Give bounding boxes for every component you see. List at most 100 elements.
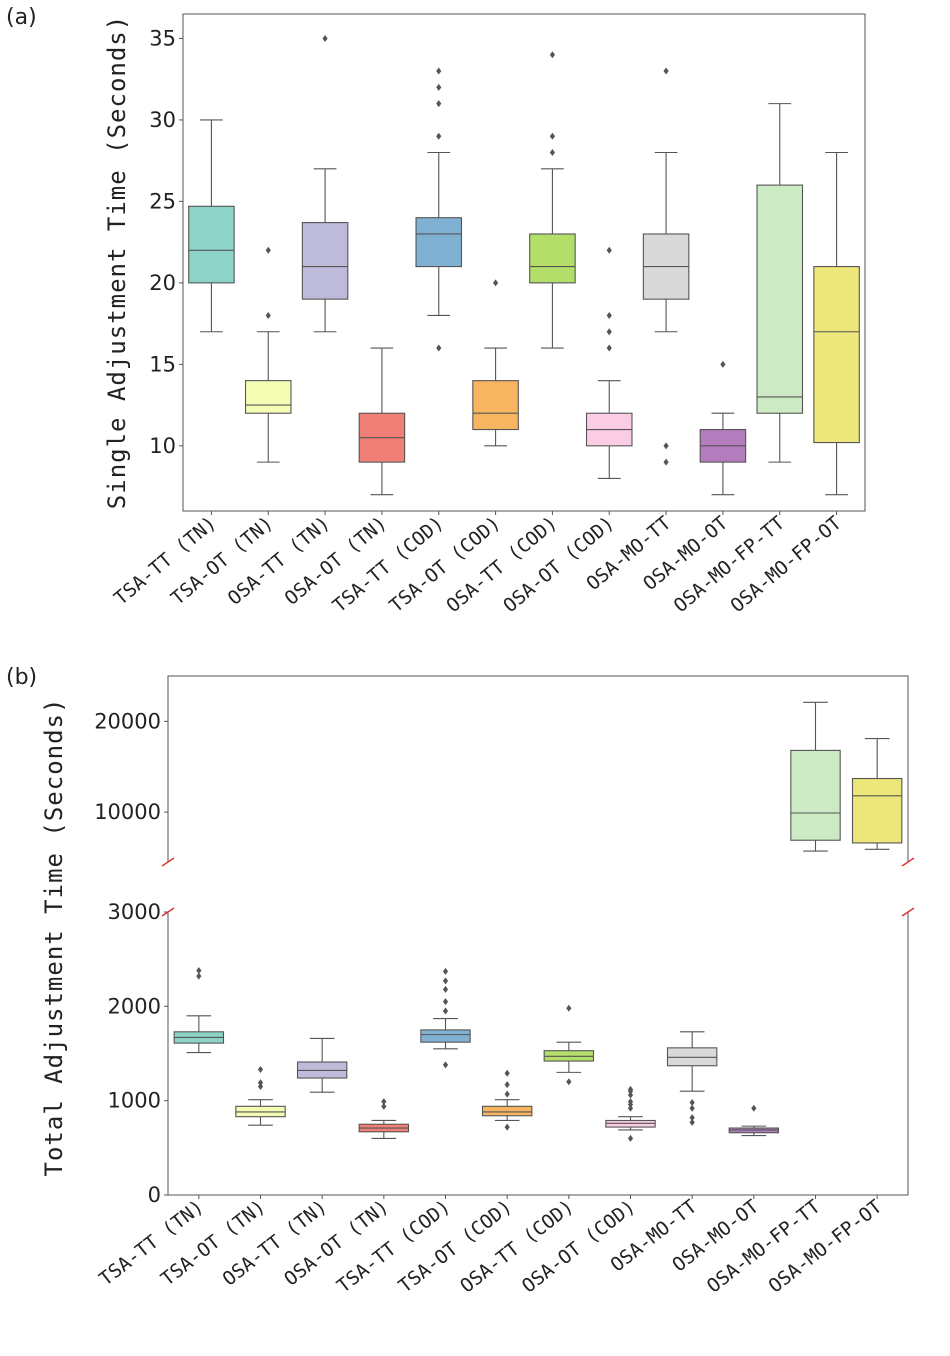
- outlier-point: [257, 1066, 264, 1074]
- box-11: [790, 701, 841, 852]
- outlier-point: [606, 344, 612, 352]
- outlier-point: [689, 1114, 695, 1122]
- box-1: [188, 119, 235, 333]
- outlier-point: [196, 966, 202, 974]
- x-tick-label: OSA-MO-FP-OT: [765, 1196, 887, 1298]
- box-10: [728, 1104, 780, 1137]
- outlier-point: [381, 1102, 387, 1110]
- outlier-point: [549, 51, 556, 59]
- plot-frame-b-lower: [167, 912, 909, 1196]
- y-tick-label: 10: [149, 434, 176, 458]
- y-tick-label: 20: [149, 271, 176, 295]
- box-10: [699, 360, 747, 496]
- panel-label-b: (b): [6, 665, 37, 690]
- y-tick-label: 25: [149, 189, 176, 213]
- outlier-point: [627, 1098, 634, 1106]
- outlier-point: [492, 279, 499, 287]
- outlier-point: [442, 998, 449, 1006]
- outlier-point: [663, 458, 669, 466]
- outlier-point: [504, 1081, 510, 1089]
- outlier-point: [689, 1099, 695, 1107]
- axis-break-mark: [901, 907, 915, 917]
- axis-break-mark: [901, 857, 915, 867]
- outlier-point: [442, 977, 449, 985]
- plot-frame-a: [182, 13, 866, 512]
- box-iqr: [813, 266, 860, 444]
- box-4: [358, 1098, 410, 1139]
- outlier-point: [689, 1118, 695, 1126]
- x-tick-label: TSA-OT (TN): [157, 1196, 270, 1291]
- y-tick-label: 10000: [94, 800, 161, 824]
- outlier-point: [689, 1104, 695, 1112]
- y-tick-label: 30: [149, 108, 176, 132]
- x-ticks-b: TSA-TT (TN)TSA-OT (TN)OSA-TT (TN)OSA-OT …: [95, 1195, 886, 1297]
- box-4: [358, 347, 406, 496]
- box-3: [296, 1037, 348, 1093]
- x-tick-label: TSA-TT (TN): [95, 1196, 208, 1291]
- plot-frame-b-upper: [167, 675, 909, 862]
- y-tick-label: 20000: [94, 709, 161, 733]
- box-9: [666, 1031, 718, 1126]
- outlier-point: [504, 1090, 510, 1098]
- outlier-point: [549, 132, 556, 140]
- box-iqr: [188, 205, 235, 284]
- outlier-point: [436, 100, 442, 108]
- outlier-point: [504, 1069, 510, 1077]
- y-tick-label: 3000: [108, 900, 161, 924]
- box-iqr: [481, 1105, 533, 1117]
- y-ticks-b: 0 1000 2000 3000 10000 20000: [94, 709, 168, 1207]
- boxes-b: [173, 701, 903, 1142]
- outlier-point: [549, 149, 556, 157]
- box-8: [585, 246, 633, 479]
- outlier-point: [606, 311, 612, 319]
- outlier-point: [257, 1079, 264, 1087]
- outlier-point: [627, 1085, 634, 1093]
- outlier-point: [322, 34, 328, 42]
- box-2: [244, 246, 292, 463]
- outlier-point: [720, 360, 726, 368]
- box-2: [235, 1066, 286, 1126]
- outlier-point: [442, 1007, 449, 1015]
- outlier-point: [663, 442, 669, 450]
- box-8: [605, 1085, 656, 1142]
- outlier-point: [381, 1098, 387, 1106]
- outlier-point: [627, 1104, 634, 1112]
- panel-label-a: (a): [6, 5, 37, 30]
- outlier-point: [504, 1123, 510, 1131]
- box-12: [813, 151, 860, 496]
- y-axis-label-b: Total Adjustment Time (Seconds): [40, 698, 68, 1177]
- boxes-a: [188, 34, 860, 496]
- box-iqr: [529, 233, 576, 284]
- y-tick-label: 15: [149, 352, 176, 376]
- box-9: [642, 67, 690, 466]
- box-7: [529, 51, 576, 349]
- box-iqr: [420, 1029, 471, 1043]
- box-6: [481, 1069, 533, 1131]
- outlier-point: [627, 1091, 634, 1099]
- box-iqr: [756, 184, 804, 414]
- box-7: [543, 1004, 595, 1086]
- chart-panel-a: (a) Single Adjustment Time (Seconds) 101…: [6, 5, 866, 617]
- outlier-point: [606, 246, 612, 254]
- chart-panel-b: (b) Total Adjustment Time (Seconds) 0 100…: [6, 665, 915, 1297]
- outlier-point: [566, 1078, 572, 1086]
- outlier-point: [442, 967, 449, 975]
- y-tick-label: 2000: [108, 994, 161, 1018]
- box-6: [472, 279, 519, 447]
- outlier-point: [436, 132, 442, 140]
- outlier-point: [436, 83, 442, 91]
- box-iqr: [301, 222, 349, 300]
- outlier-point: [196, 972, 202, 980]
- y-tick-label: 1000: [108, 1089, 161, 1113]
- outlier-point: [436, 67, 442, 75]
- box-iqr: [472, 380, 519, 431]
- outlier-point: [606, 328, 612, 336]
- outlier-point: [751, 1104, 757, 1112]
- box-5: [420, 967, 471, 1069]
- x-tick-label: OSA-TT (TN): [219, 1196, 332, 1291]
- box-iqr: [851, 777, 903, 844]
- outlier-point: [442, 985, 449, 993]
- outlier-point: [627, 1134, 634, 1142]
- y-tick-label: 0: [148, 1183, 161, 1207]
